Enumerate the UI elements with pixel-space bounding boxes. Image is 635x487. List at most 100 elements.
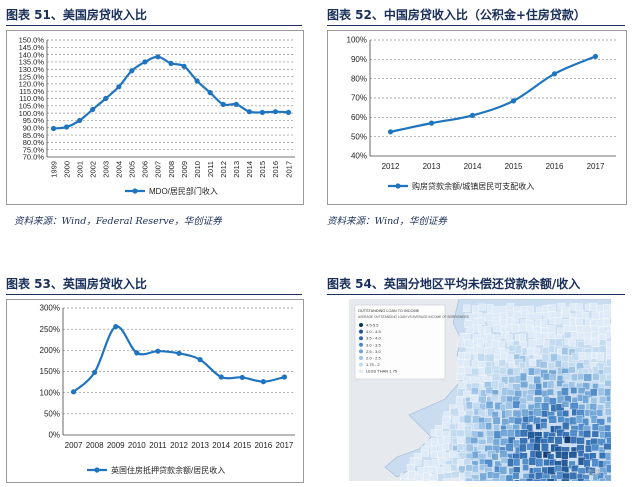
map-region-cell — [562, 410, 570, 417]
x-tick-label: 2005 — [128, 161, 137, 178]
data-point — [207, 90, 213, 96]
map-legend-swatch — [359, 369, 363, 374]
fig52-source: 资料来源：Wind，华创证券 — [327, 216, 447, 227]
x-tick-label: 2017 — [284, 161, 293, 178]
x-tick-label: 2012 — [219, 161, 228, 178]
map-region-cell — [568, 366, 576, 374]
map-region-cell — [609, 389, 611, 397]
map-region-cell — [463, 351, 471, 360]
map-region-cell — [562, 373, 572, 381]
data-point — [103, 95, 109, 102]
map-region-cell — [557, 416, 565, 423]
map-region-cell — [533, 347, 541, 355]
fig53-chart-frame: 0% 50% 100% 150% 200% 250% 300% 2007 2008 2009 201… — [6, 299, 304, 483]
map-region-cell — [514, 417, 523, 425]
data-point — [469, 112, 476, 118]
map-region-cell — [542, 473, 551, 481]
map-region-cell — [528, 457, 537, 466]
map-region-cell — [604, 424, 611, 433]
map-region-cell — [521, 408, 529, 417]
data-point — [63, 124, 70, 130]
map-region-cell — [561, 400, 570, 408]
map-region-cell — [606, 341, 611, 349]
y-tick-label: 200% — [40, 346, 60, 355]
fig52-chart: 40% 50% 60% 70% 80% 90% 100% 2012 2013 2014 2015 20… — [347, 36, 616, 191]
map-region-cell — [464, 477, 473, 481]
y-tick-label: 120.0% — [19, 80, 45, 89]
map-region-cell — [472, 479, 480, 481]
map-region-cell — [596, 418, 605, 426]
map-region-cell — [599, 477, 606, 481]
x-tick-label: 2007 — [154, 161, 163, 178]
map-region-cell — [498, 381, 505, 391]
map-region-cell — [442, 443, 449, 450]
map-region-cell — [457, 459, 465, 468]
x-tick-label: 2014 — [464, 162, 482, 171]
map-region-cell — [529, 358, 537, 366]
map-region-cell — [493, 334, 501, 342]
map-region-cell — [583, 479, 591, 481]
legend-marker — [395, 183, 401, 189]
legend-label: 英国住房抵押贷款余额/居民收入 — [111, 465, 225, 475]
map-region-cell — [535, 458, 544, 467]
y-tick-label: 150.0% — [19, 36, 45, 45]
map-region-cell — [547, 332, 556, 339]
map-region-cell — [463, 458, 472, 466]
legend-label: MDO/居民部门收入 — [149, 186, 218, 196]
map-region-cell — [442, 464, 451, 473]
map-region-cell — [554, 317, 562, 325]
map-region-cell — [406, 464, 415, 472]
map-region-cell — [547, 380, 555, 389]
map-region-cell — [598, 326, 606, 335]
map-region-cell — [513, 458, 521, 467]
x-tick-label: 2008 — [86, 441, 104, 450]
map-region-cell — [547, 436, 555, 444]
map-region-cell — [471, 368, 479, 376]
map-region-cell — [556, 395, 565, 404]
x-tick-label: 2002 — [88, 161, 97, 178]
data-point — [70, 389, 77, 395]
map-region-cell — [610, 373, 611, 380]
data-point — [142, 59, 148, 65]
map-region-cell — [561, 387, 569, 396]
data-point — [194, 78, 200, 84]
map-region-cell — [561, 466, 570, 473]
map-region-cell — [505, 401, 514, 410]
x-tick-label: 2017 — [587, 162, 605, 171]
x-tick-label: 2007 — [65, 441, 83, 450]
y-tick-label: 80% — [351, 74, 367, 83]
map-region-cell — [603, 310, 611, 319]
fig51-source: 资料来源：Wind，Federal Reserve，华创证券 — [14, 216, 222, 227]
map-region-cell — [464, 339, 474, 348]
series-line — [53, 55, 289, 130]
map-legend-label: LESS THAN 1.75 — [366, 369, 398, 374]
map-region-cell — [484, 366, 492, 375]
map-region-cell — [457, 443, 465, 451]
map-region-cell — [466, 443, 474, 453]
map-region-cell — [430, 451, 438, 458]
x-tick-label: 2009 — [107, 441, 125, 450]
map-region-cell — [591, 331, 599, 340]
map-region-cell — [591, 480, 601, 481]
map-region-cell — [513, 311, 522, 319]
y-tick-label: 250% — [40, 325, 60, 334]
y-tick-label: 100% — [40, 388, 60, 397]
map-region-cell — [568, 339, 577, 347]
x-tick-label: 2010 — [193, 161, 202, 178]
map-region-cell — [547, 325, 556, 333]
map-region-cell — [456, 429, 465, 438]
map-region-cell — [610, 394, 611, 402]
map-region-cell — [582, 430, 591, 438]
map-region-cell — [457, 436, 465, 444]
map-legend-label: 4.5-5.5 — [366, 323, 379, 328]
map-region-cell — [471, 360, 479, 368]
map-region-cell — [548, 345, 555, 353]
data-point — [168, 60, 174, 66]
data-point — [50, 125, 57, 132]
map-region-cell — [486, 436, 494, 444]
map-region-cell — [569, 317, 577, 325]
map-region-cell — [501, 418, 510, 426]
map-region-cell — [575, 318, 583, 326]
map-region-cell — [581, 311, 590, 319]
data-point — [387, 129, 394, 135]
